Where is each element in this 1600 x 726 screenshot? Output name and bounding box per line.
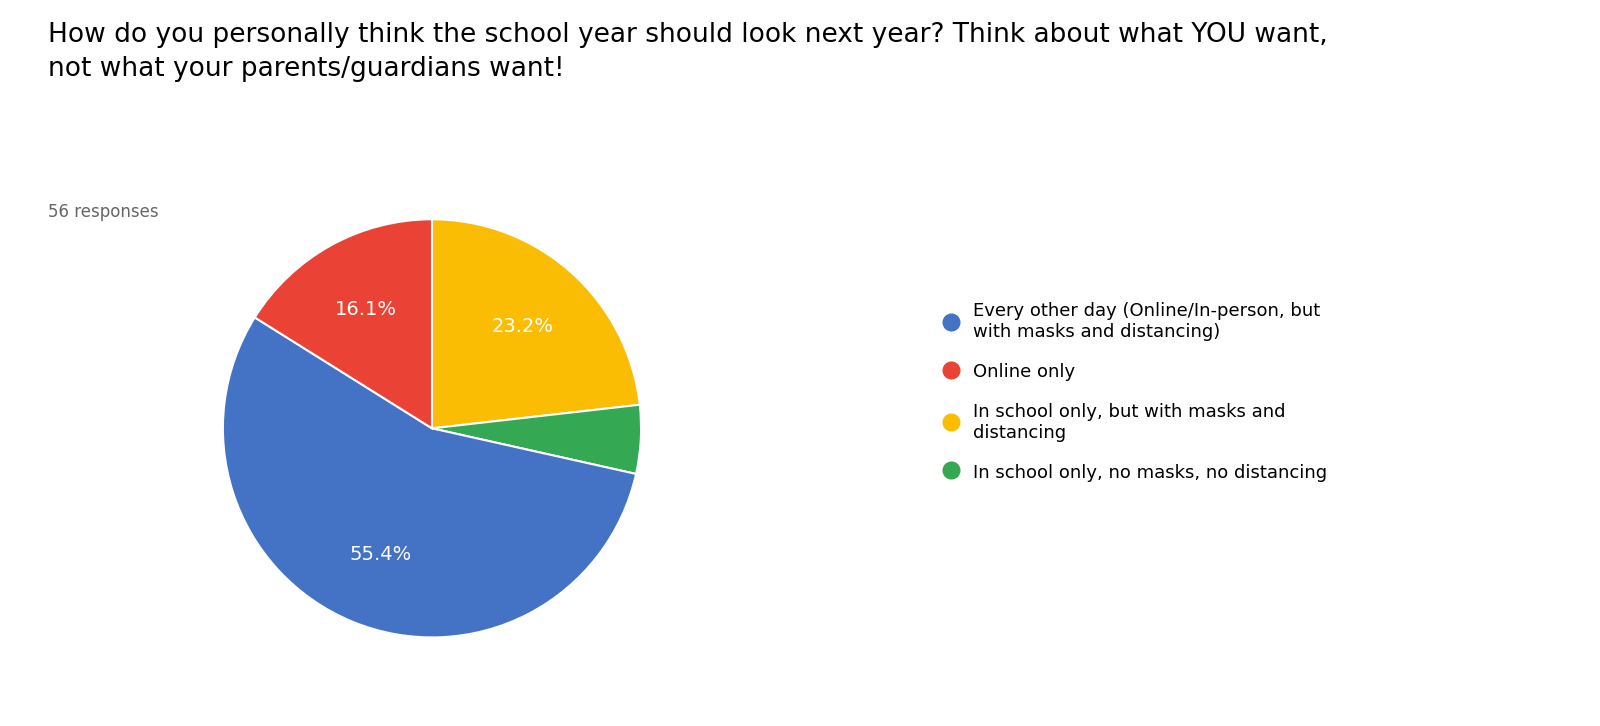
Text: 56 responses: 56 responses	[48, 203, 158, 221]
Wedge shape	[222, 317, 637, 637]
Text: How do you personally think the school year should look next year? Think about w: How do you personally think the school y…	[48, 22, 1328, 82]
Wedge shape	[254, 219, 432, 428]
Text: 55.4%: 55.4%	[349, 544, 411, 563]
Text: 16.1%: 16.1%	[334, 300, 397, 319]
Legend: Every other day (Online/In-person, but
with masks and distancing), Online only, : Every other day (Online/In-person, but w…	[938, 293, 1336, 491]
Wedge shape	[432, 404, 642, 474]
Text: 23.2%: 23.2%	[491, 317, 554, 336]
Wedge shape	[432, 219, 640, 428]
